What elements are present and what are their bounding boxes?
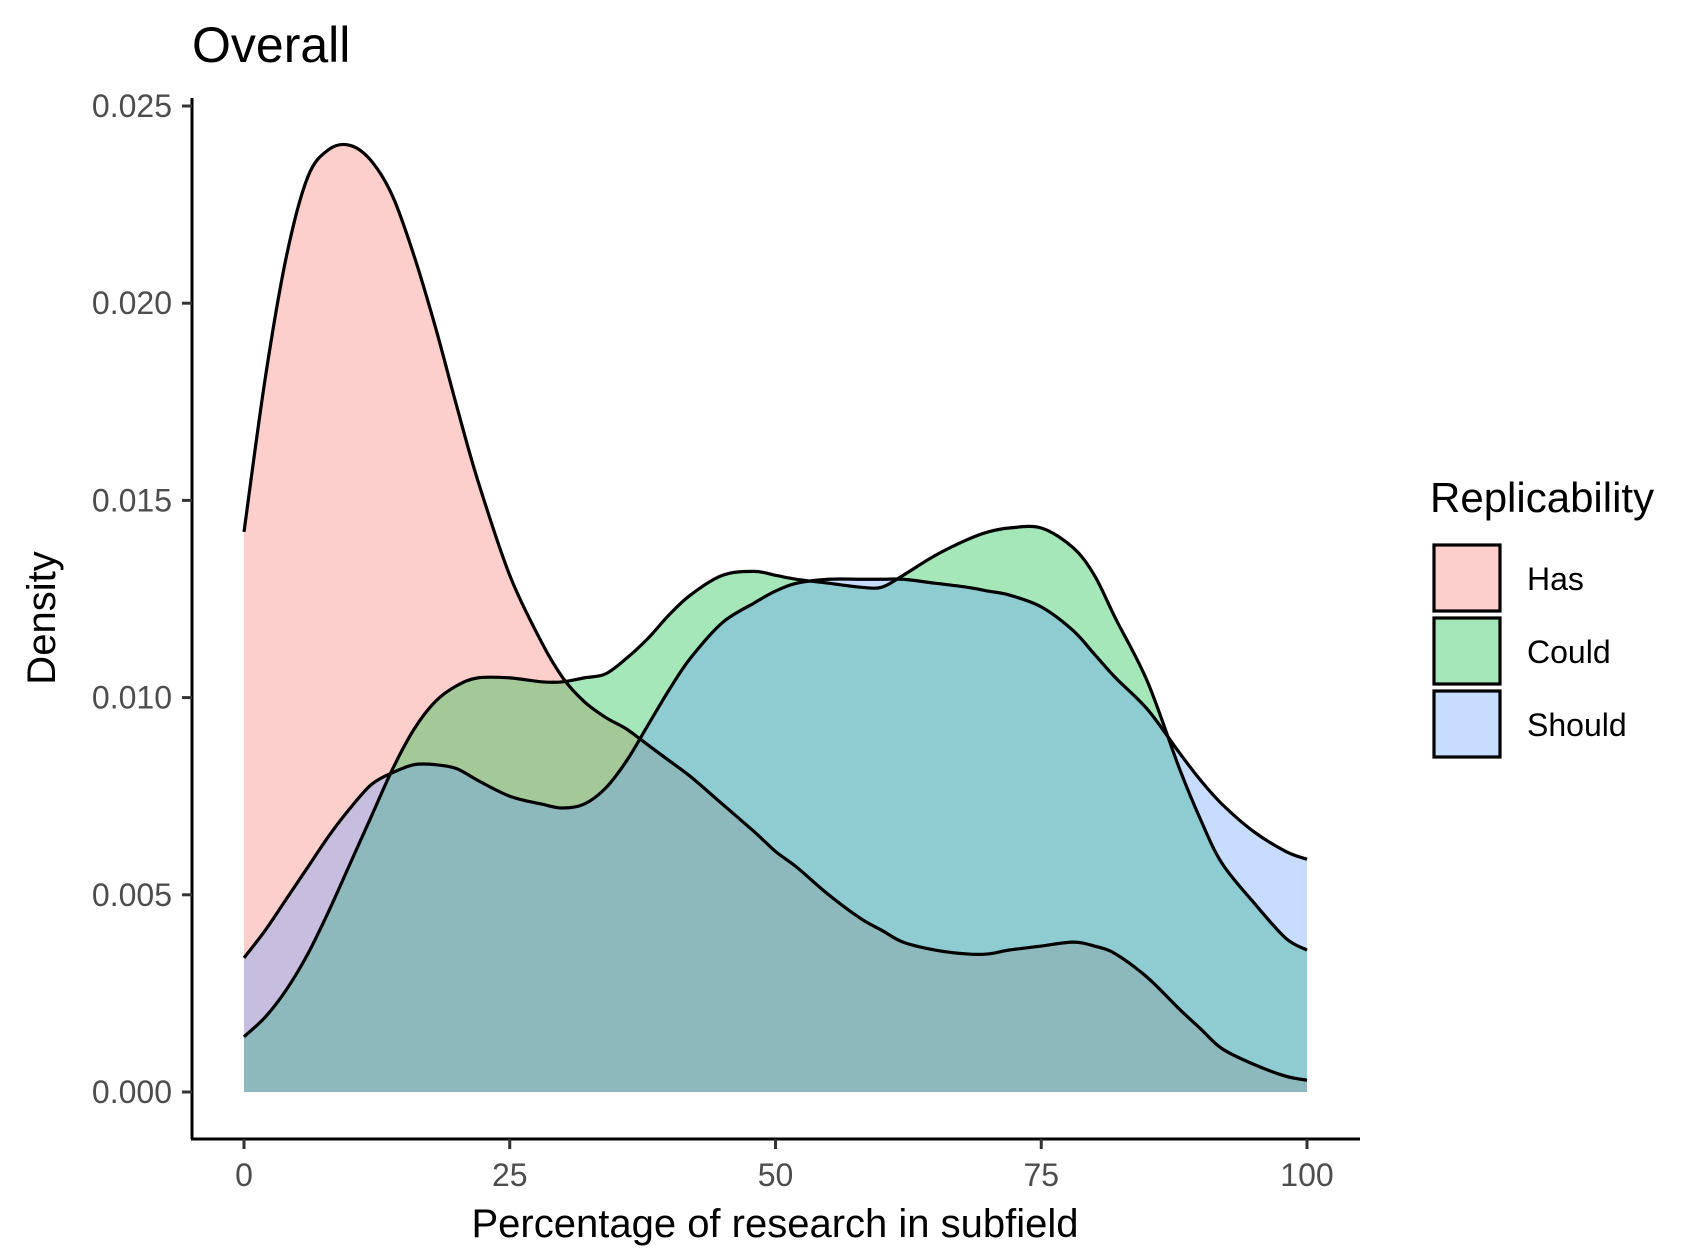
- legend-key-bg: [1434, 691, 1500, 757]
- line-could: [242, 524, 1308, 1038]
- density-lines: [242, 142, 1308, 1082]
- legend-swatch-could: [1432, 616, 1502, 686]
- x-tick-label: 75: [1023, 1157, 1059, 1193]
- line-has: [242, 142, 1308, 1082]
- x-axis-ticks: 0 25 50 75 100: [235, 1139, 1334, 1193]
- chart-title: Overall: [192, 17, 350, 73]
- x-axis-title: Percentage of research in subfield: [471, 1202, 1078, 1246]
- legend-items: Has Could Should: [1432, 543, 1627, 759]
- y-axis-title: Density: [20, 551, 64, 684]
- legend-swatch-has: [1432, 543, 1502, 613]
- density-areas: [244, 144, 1307, 1093]
- y-tick-label: 0.000: [92, 1074, 172, 1110]
- y-tick-label: 0.015: [92, 482, 172, 518]
- x-tick-label: 25: [492, 1157, 528, 1193]
- y-tick-label: 0.010: [92, 680, 172, 716]
- y-tick-label: 0.005: [92, 877, 172, 913]
- area-has: [244, 144, 1307, 1093]
- area-should: [244, 578, 1307, 1092]
- y-tick-label: 0.025: [92, 88, 172, 124]
- legend-key-bg: [1434, 545, 1500, 611]
- legend: Replicability Has Could Should: [1430, 474, 1654, 759]
- x-tick-label: 0: [235, 1157, 253, 1193]
- y-axis-ticks: 0.000 0.005 0.010 0.015 0.020 0.025: [92, 88, 192, 1110]
- area-could: [244, 526, 1307, 1092]
- x-tick-label: 50: [758, 1157, 794, 1193]
- y-tick-label: 0.020: [92, 285, 172, 321]
- legend-key-bg: [1434, 618, 1500, 684]
- legend-title: Replicability: [1430, 474, 1654, 521]
- legend-label-should: Should: [1527, 707, 1627, 743]
- legend-swatch-should: [1432, 689, 1502, 759]
- x-tick-label: 100: [1280, 1157, 1333, 1193]
- line-should: [242, 577, 1308, 959]
- legend-label-has: Has: [1527, 561, 1584, 597]
- legend-label-could: Could: [1527, 634, 1611, 670]
